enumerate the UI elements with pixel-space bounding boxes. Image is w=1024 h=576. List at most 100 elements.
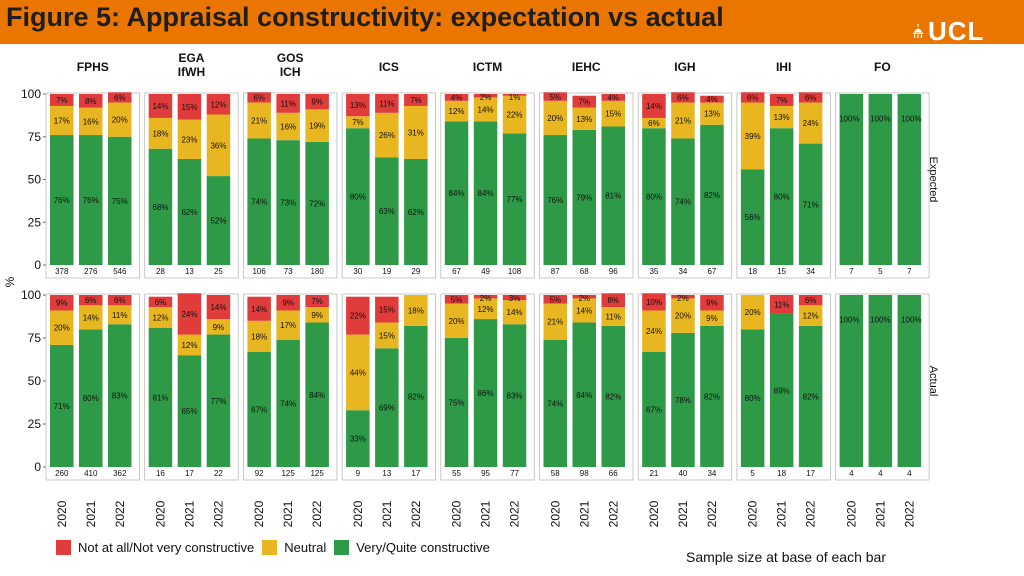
bar-segment-yellow bbox=[601, 100, 625, 127]
bar-segment-red bbox=[108, 92, 132, 103]
sample-size-label: 34 bbox=[806, 267, 815, 276]
bar-value-label: 71% bbox=[803, 200, 819, 209]
bar-segment-red bbox=[148, 94, 173, 118]
bar-value-label: 10% bbox=[646, 298, 662, 307]
bar-value-label: 16% bbox=[280, 122, 296, 131]
sample-size-label: 40 bbox=[678, 469, 687, 478]
bar-segment-red bbox=[740, 92, 765, 103]
ucl-dome-icon bbox=[913, 24, 923, 38]
bar-value-label: 67% bbox=[251, 405, 267, 414]
sample-size-label: 34 bbox=[707, 469, 716, 478]
x-tick-label: 2020 bbox=[548, 500, 562, 527]
bar-segment-red bbox=[601, 94, 625, 101]
bar-value-label: 39% bbox=[745, 132, 761, 141]
x-tick-label: 2020 bbox=[746, 500, 760, 527]
bar-value-label: 14% bbox=[251, 305, 267, 314]
sample-size-label: 7 bbox=[849, 267, 854, 276]
sample-size-label: 30 bbox=[353, 267, 362, 276]
bar-value-label: 9% bbox=[213, 323, 225, 332]
bar-segment-green bbox=[601, 126, 625, 266]
bar-value-label: 6% bbox=[114, 93, 126, 102]
x-tick-label: 2022 bbox=[508, 500, 522, 527]
bar-segment-red bbox=[50, 295, 74, 311]
facet-header: ICS bbox=[379, 60, 399, 74]
bar-value-label: 5% bbox=[549, 93, 561, 102]
bar-segment-yellow bbox=[50, 105, 74, 136]
sample-size-label: 17 bbox=[185, 469, 194, 478]
stacked-bar bbox=[148, 296, 173, 467]
bar-value-label: 62% bbox=[408, 208, 424, 217]
x-tick-label: 2020 bbox=[252, 500, 266, 527]
stacked-bar bbox=[572, 95, 596, 265]
bar-segment-red bbox=[206, 94, 231, 115]
bar-segment-green bbox=[346, 410, 370, 467]
sample-size-label: 410 bbox=[84, 469, 98, 478]
x-tick-label: 2020 bbox=[55, 500, 69, 527]
bar-segment-yellow bbox=[375, 112, 399, 158]
stacked-bar bbox=[206, 295, 231, 467]
bar-value-label: 3% bbox=[509, 294, 521, 303]
bar-segment-yellow bbox=[79, 305, 103, 330]
facet-panel bbox=[539, 92, 634, 279]
bar-value-label: 1% bbox=[509, 93, 521, 102]
bar-value-label: 6% bbox=[85, 296, 97, 305]
bar-segment-green bbox=[148, 327, 173, 467]
stacked-bar bbox=[148, 94, 173, 265]
bar-value-label: 36% bbox=[210, 141, 226, 150]
bar-value-label: 82% bbox=[803, 392, 819, 401]
bar-segment-yellow bbox=[276, 112, 300, 141]
sample-size-label: 28 bbox=[156, 267, 165, 276]
legend-swatch-green bbox=[334, 540, 350, 555]
stacked-bar bbox=[700, 295, 724, 467]
stacked-bar bbox=[868, 94, 893, 265]
stacked-bar bbox=[839, 94, 864, 265]
facet-panel bbox=[45, 293, 140, 481]
bar-segment-yellow bbox=[108, 305, 132, 325]
stacked-bar bbox=[839, 295, 864, 467]
bar-value-label: 80% bbox=[350, 193, 366, 202]
bar-segment-yellow bbox=[276, 310, 300, 340]
bar-value-label: 2% bbox=[578, 294, 590, 303]
bar-value-label: 82% bbox=[605, 392, 621, 401]
stacked-bar bbox=[642, 94, 666, 265]
stacked-bar bbox=[473, 295, 498, 467]
bar-segment-green bbox=[444, 338, 469, 467]
sample-size-label: 19 bbox=[382, 267, 391, 276]
bar-segment-green bbox=[108, 136, 132, 265]
sample-size-label: 77 bbox=[510, 469, 519, 478]
bar-segment-red bbox=[601, 293, 625, 308]
bar-value-label: 100% bbox=[870, 316, 890, 325]
bar-segment-red bbox=[247, 296, 271, 321]
bar-segment-green bbox=[177, 158, 202, 265]
x-tick-label: 2022 bbox=[902, 500, 916, 527]
bar-value-label: 12% bbox=[449, 107, 465, 116]
sample-size-label: 67 bbox=[707, 267, 716, 276]
bar-segment-red bbox=[404, 94, 428, 106]
bar-value-label: 74% bbox=[251, 198, 267, 207]
bar-value-label: 100% bbox=[839, 316, 859, 325]
sample-size-label: 87 bbox=[551, 267, 560, 276]
bar-value-label: 73% bbox=[280, 199, 296, 208]
sample-size-label: 180 bbox=[310, 267, 324, 276]
bar-value-label: 14% bbox=[83, 313, 99, 322]
bar-segment-yellow bbox=[473, 298, 498, 320]
bar-value-label: 23% bbox=[181, 135, 197, 144]
bar-value-label: 14% bbox=[507, 308, 523, 317]
bar-segment-green bbox=[572, 129, 596, 265]
x-tick-label: 2021 bbox=[577, 500, 591, 527]
bar-value-label: 7% bbox=[776, 96, 788, 105]
bar-segment-yellow bbox=[798, 305, 823, 326]
bar-value-label: 7% bbox=[56, 96, 68, 105]
sample-size-label: 49 bbox=[481, 267, 490, 276]
bar-value-label: 56% bbox=[745, 213, 761, 222]
facet-panel bbox=[736, 92, 831, 279]
bar-value-label: 52% bbox=[210, 217, 226, 226]
bar-segment-red bbox=[572, 295, 596, 299]
bar-segment-yellow bbox=[642, 310, 666, 352]
bar-segment-red bbox=[798, 295, 823, 306]
bar-value-label: 8% bbox=[85, 97, 97, 106]
bar-segment-red bbox=[769, 94, 794, 106]
bar-value-label: 7% bbox=[352, 118, 364, 127]
legend-label: Very/Quite constructive bbox=[356, 540, 490, 555]
stacked-bar bbox=[79, 295, 103, 467]
